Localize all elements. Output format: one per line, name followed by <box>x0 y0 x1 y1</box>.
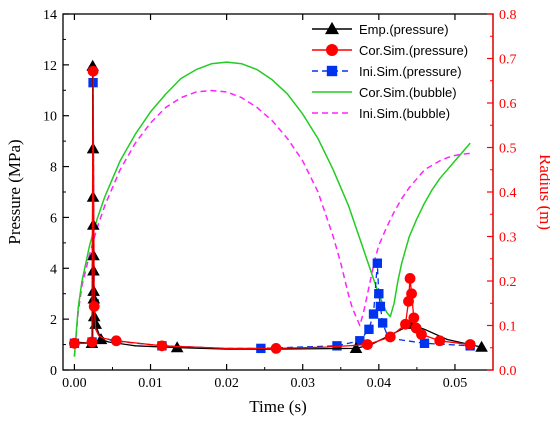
data-point <box>86 336 98 348</box>
x-tick-label: 0.04 <box>367 376 392 391</box>
right-y-tick-label: 0.0 <box>499 364 517 379</box>
legend-item-emp-pressure: Emp.(pressure) <box>312 21 449 37</box>
data-point <box>374 289 384 299</box>
right-y-axis: 0.0 0.1 0.2 0.3 0.4 0.5 0.6 0.7 0.8 <box>487 8 517 379</box>
data-point <box>406 288 417 300</box>
left-y-tick-label: 0 <box>50 364 57 379</box>
legend-label: Cor.Sim.(pressure) <box>359 43 468 58</box>
right-y-tick-label: 0.1 <box>499 320 517 335</box>
data-point <box>349 341 363 354</box>
left-y-tick-label: 8 <box>50 161 57 176</box>
data-point <box>408 312 420 324</box>
right-y-tick-label: 0.7 <box>499 53 517 68</box>
right-y-tick-label: 0.5 <box>499 142 517 157</box>
data-point <box>364 324 374 334</box>
legend-label: Cor.Sim.(bubble) <box>359 85 457 100</box>
left-y-axis-title: Pressure (MPa) <box>5 139 24 244</box>
legend-label: Ini.Sim.(pressure) <box>359 64 462 79</box>
legend-marker <box>326 65 338 77</box>
data-point <box>88 301 100 312</box>
x-axis: 0.00 0.01 0.02 0.03 0.04 0.05 <box>62 14 467 391</box>
data-point <box>156 340 168 352</box>
legend-label: Ini.Sim.(bubble) <box>359 106 450 121</box>
data-point <box>419 338 430 348</box>
x-axis-title: Time (s) <box>249 397 306 416</box>
right-y-axis-title: Radius (m) <box>536 154 550 230</box>
legend-marker <box>326 44 338 56</box>
data-point <box>270 342 282 354</box>
left-y-tick-label: 10 <box>43 110 57 125</box>
legend: Emp.(pressure) Cor.Sim.(pressure) Ini.Sim.… <box>312 21 468 121</box>
data-point <box>384 331 396 343</box>
series-emp-pressure <box>74 59 488 354</box>
x-tick-label: 0.01 <box>138 376 163 391</box>
data-point <box>87 65 99 77</box>
legend-item-cor-sim-bubble: Cor.Sim.(bubble) <box>312 85 457 100</box>
data-point <box>94 333 108 345</box>
data-point <box>475 340 488 352</box>
series-line-ini-sim-bubble <box>73 89 471 357</box>
legend-item-cor-sim-pressure: Cor.Sim.(pressure) <box>312 43 468 58</box>
data-point <box>368 309 379 319</box>
left-y-tick-label: 14 <box>43 8 57 23</box>
plot-area <box>69 59 488 357</box>
left-y-tick-label: 2 <box>50 313 57 328</box>
data-point <box>377 318 388 328</box>
data-point <box>404 273 416 284</box>
right-y-tick-label: 0.3 <box>499 231 517 246</box>
right-y-tick-label: 0.4 <box>499 186 517 201</box>
data-point <box>434 335 446 347</box>
legend-item-ini-sim-pressure: Ini.Sim.(pressure) <box>312 64 462 79</box>
data-point <box>110 335 122 347</box>
series-line-ini-sim-pressure <box>74 82 471 350</box>
x-tick-label: 0.05 <box>443 376 468 391</box>
right-y-tick-label: 0.8 <box>499 8 517 23</box>
x-tick-label: 0.03 <box>290 376 315 391</box>
legend-item-ini-sim-bubble: Ini.Sim.(bubble) <box>312 106 450 121</box>
data-point <box>362 339 373 350</box>
series-line-cor-sim-bubble <box>73 61 471 357</box>
data-point <box>416 329 427 340</box>
left-y-tick-label: 4 <box>50 262 57 277</box>
legend-label: Emp.(pressure) <box>359 22 449 37</box>
data-point <box>375 301 386 312</box>
data-point <box>400 318 411 330</box>
data-point <box>464 339 476 350</box>
right-y-tick-label: 0.6 <box>499 97 517 112</box>
data-point <box>69 337 80 349</box>
right-y-tick-label: 0.2 <box>499 275 517 290</box>
series-ini-sim-bubble <box>73 89 471 357</box>
left-y-tick-label: 6 <box>50 211 57 226</box>
x-tick-label: 0.00 <box>62 376 87 391</box>
left-y-axis: 0 2 4 6 8 10 12 14 <box>43 8 69 379</box>
data-point <box>355 336 365 346</box>
data-point <box>372 258 382 268</box>
left-y-tick-label: 12 <box>43 59 57 74</box>
x-tick-label: 0.02 <box>214 376 239 391</box>
series-cor-sim-pressure <box>69 65 476 354</box>
series-cor-sim-bubble <box>73 61 471 357</box>
legend-marker <box>325 21 339 35</box>
